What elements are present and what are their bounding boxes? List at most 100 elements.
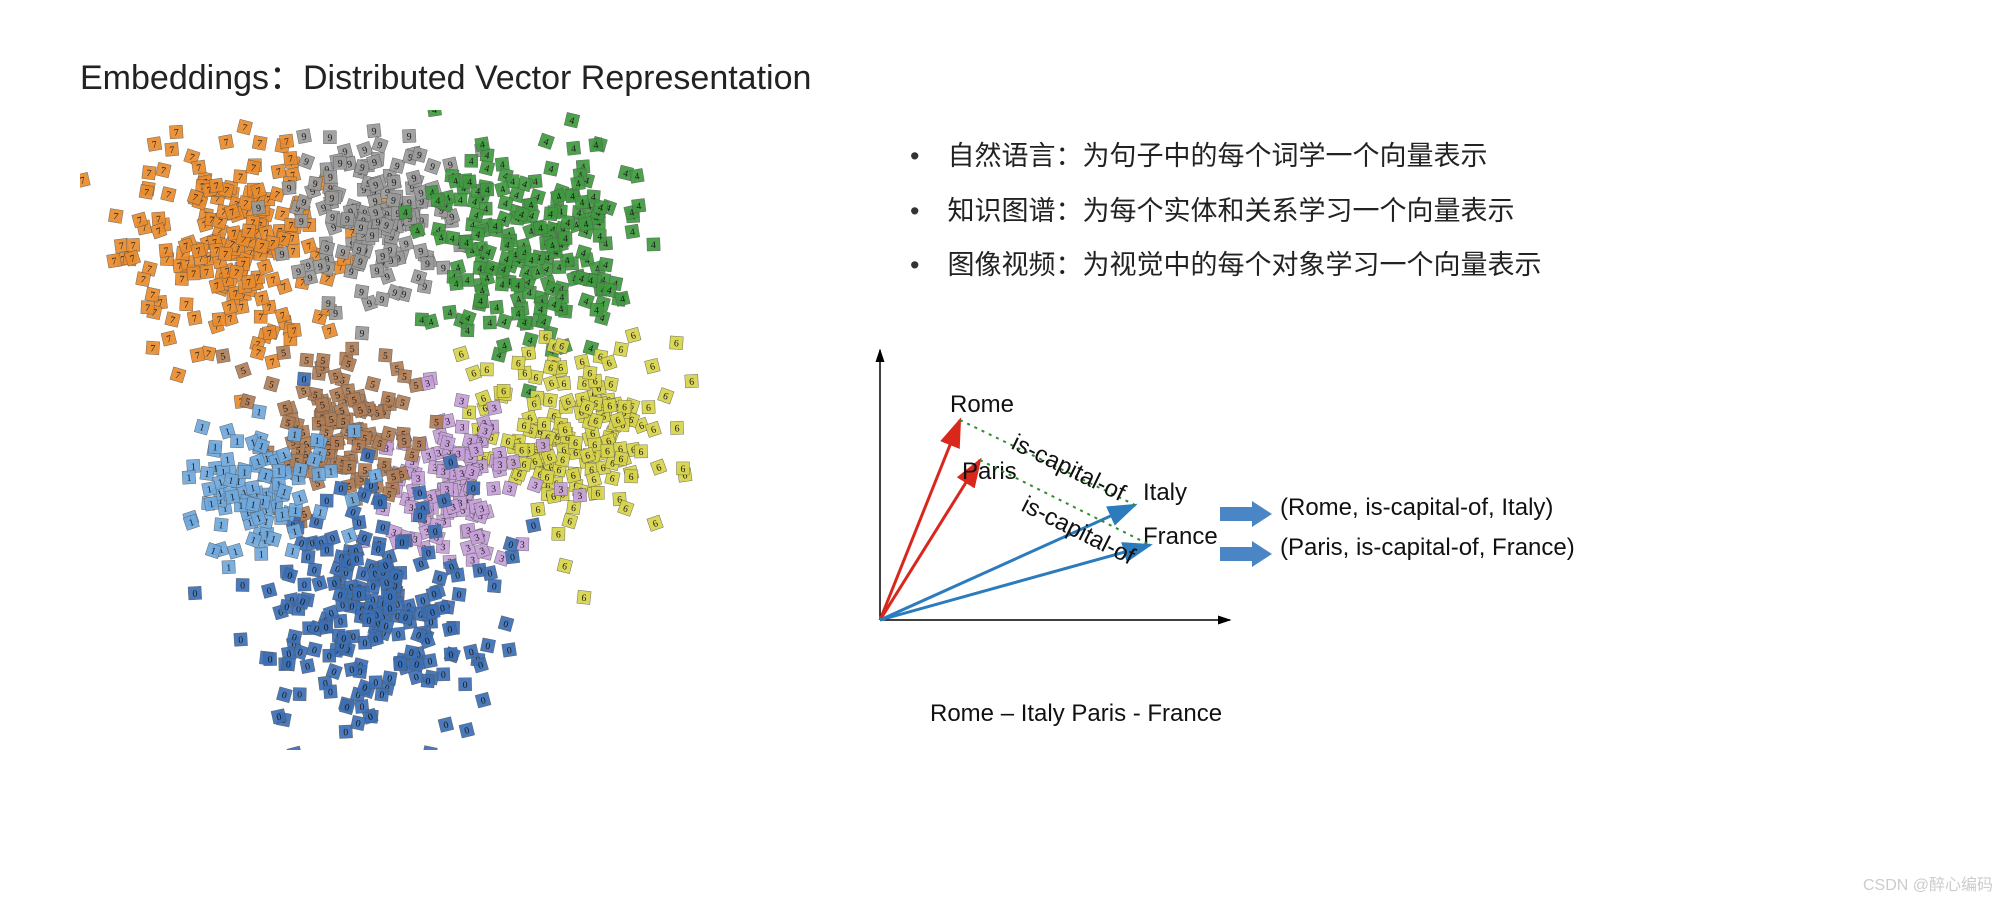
vector-diagram: RomeParisItalyFranceis-capital-ofis-capi…	[850, 340, 1970, 740]
svg-text:4: 4	[485, 185, 490, 196]
svg-text:0: 0	[328, 687, 334, 698]
bullet-item: 自然语言：为句子中的每个词学一个向量表示	[910, 132, 1541, 181]
svg-text:0: 0	[302, 580, 307, 591]
svg-text:6: 6	[629, 472, 634, 483]
svg-text:4: 4	[515, 280, 521, 291]
svg-text:4: 4	[464, 238, 469, 249]
svg-text:4: 4	[435, 196, 440, 207]
svg-text:5: 5	[416, 439, 422, 450]
svg-text:6: 6	[543, 332, 549, 343]
svg-text:9: 9	[326, 299, 331, 310]
svg-text:7: 7	[174, 127, 180, 138]
bullet-item: 图像视频：为视觉中的每个对象学习一个向量表示	[910, 241, 1541, 290]
svg-text:1: 1	[212, 442, 218, 453]
svg-text:1: 1	[235, 437, 240, 448]
svg-text:6: 6	[674, 423, 679, 434]
svg-text:7: 7	[191, 269, 196, 280]
svg-text:0: 0	[343, 727, 349, 738]
svg-text:9: 9	[441, 263, 446, 274]
svg-text:0: 0	[463, 680, 468, 691]
svg-text:0: 0	[388, 592, 393, 603]
svg-text:France: France	[1143, 523, 1218, 550]
svg-text:7: 7	[184, 300, 189, 311]
svg-text:9: 9	[407, 131, 413, 142]
svg-text:4: 4	[594, 305, 600, 316]
svg-text:4: 4	[557, 263, 562, 274]
svg-text:9: 9	[425, 259, 430, 270]
svg-text:6: 6	[595, 488, 600, 499]
svg-text:1: 1	[352, 426, 357, 437]
svg-text:6: 6	[519, 445, 524, 456]
svg-text:7: 7	[179, 274, 185, 285]
svg-text:1: 1	[259, 549, 264, 560]
svg-text:0: 0	[240, 580, 245, 591]
embedding-scatter: 7777777777777777777777777777777777777777…	[80, 110, 720, 750]
svg-text:4: 4	[431, 110, 438, 116]
svg-text:7: 7	[130, 240, 136, 251]
indicator-arrow-icon	[1220, 501, 1272, 527]
svg-text:0: 0	[378, 498, 383, 509]
svg-text:6: 6	[605, 446, 610, 457]
svg-text:4: 4	[465, 275, 470, 286]
svg-text:6: 6	[541, 420, 547, 431]
svg-text:is-capital-of: is-capital-of	[1007, 429, 1129, 507]
svg-text:4: 4	[563, 234, 568, 245]
svg-text:1: 1	[226, 562, 232, 573]
svg-text:7: 7	[291, 246, 296, 257]
svg-text:0: 0	[297, 690, 302, 701]
svg-text:9: 9	[338, 158, 343, 169]
svg-text:4: 4	[469, 156, 474, 167]
svg-text:1: 1	[277, 466, 282, 477]
svg-text:Rome: Rome	[950, 391, 1014, 418]
svg-text:0: 0	[192, 588, 198, 599]
svg-text:4: 4	[515, 309, 521, 320]
svg-text:5: 5	[346, 462, 352, 473]
svg-text:5: 5	[334, 439, 339, 450]
svg-text:6: 6	[622, 402, 627, 413]
svg-text:0: 0	[373, 678, 378, 689]
svg-text:9: 9	[327, 133, 332, 144]
svg-text:0: 0	[327, 651, 332, 662]
svg-text:4: 4	[478, 296, 484, 307]
indicator-arrow-icon	[1220, 541, 1272, 567]
svg-text:1: 1	[328, 466, 334, 477]
svg-text:1: 1	[242, 467, 248, 478]
svg-text:4: 4	[576, 208, 582, 219]
svg-text:6: 6	[638, 447, 643, 458]
svg-text:3: 3	[577, 491, 583, 502]
svg-text:4: 4	[510, 177, 515, 188]
svg-text:0: 0	[238, 635, 244, 646]
svg-text:4: 4	[493, 221, 498, 232]
svg-text:0: 0	[399, 538, 404, 549]
bullet-item: 知识图谱：为每个实体和关系学习一个向量表示	[910, 187, 1541, 236]
svg-text:Italy: Italy	[1143, 479, 1187, 506]
svg-text:0: 0	[397, 659, 403, 670]
svg-text:4: 4	[483, 204, 488, 215]
svg-text:3: 3	[558, 485, 563, 496]
svg-text:7: 7	[288, 154, 294, 165]
svg-text:4: 4	[475, 186, 481, 197]
svg-text:4: 4	[597, 231, 602, 242]
svg-text:9: 9	[333, 308, 339, 319]
svg-text:9: 9	[370, 231, 375, 242]
svg-text:5: 5	[350, 344, 355, 355]
svg-text:3: 3	[520, 540, 525, 551]
svg-text:6: 6	[556, 529, 561, 540]
svg-text:7: 7	[255, 273, 261, 284]
svg-text:(Rome, is-capital-of, Italy): (Rome, is-capital-of, Italy)	[1280, 494, 1553, 521]
svg-text:6: 6	[646, 403, 651, 414]
svg-text:3: 3	[491, 484, 497, 495]
svg-text:6: 6	[516, 358, 522, 369]
svg-text:6: 6	[689, 376, 695, 387]
svg-text:0: 0	[471, 483, 477, 494]
svg-text:0: 0	[441, 670, 446, 681]
svg-text:0: 0	[324, 545, 329, 556]
svg-text:9: 9	[328, 172, 334, 183]
svg-text:0: 0	[448, 650, 454, 661]
svg-text:7: 7	[258, 312, 263, 323]
svg-text:0: 0	[268, 655, 273, 666]
svg-text:6: 6	[467, 408, 472, 419]
vector-caption: Rome – Italy Paris - France	[930, 700, 1222, 728]
svg-text:6: 6	[592, 440, 598, 451]
svg-text:6: 6	[501, 386, 506, 397]
